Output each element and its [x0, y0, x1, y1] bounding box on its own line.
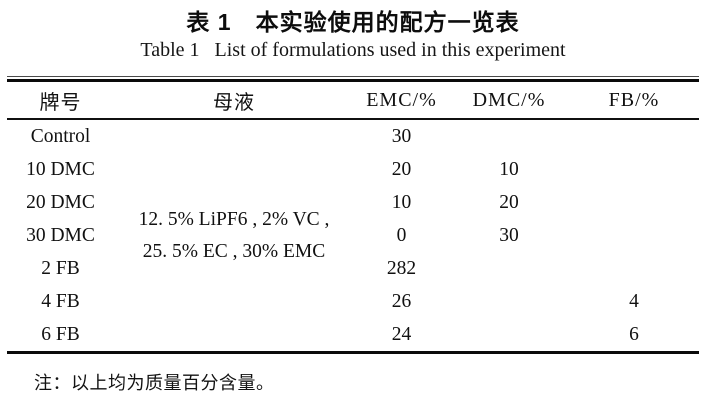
row-10dmc-emc: 20	[391, 159, 412, 180]
header-brand: 牌号	[39, 91, 82, 114]
row-control-dmc	[449, 120, 569, 153]
row-6fb-dmc	[449, 318, 569, 351]
row-6fb-emc: 24	[391, 324, 412, 345]
row-2fb-fb	[569, 252, 699, 285]
row-6fb-fb: 6	[629, 324, 639, 345]
mother-liquor-line2: 25. 5% EC , 30% EMC	[142, 240, 326, 262]
row-control-emc: 30	[391, 126, 412, 147]
row-30dmc-dmc: 30	[499, 225, 519, 246]
header-emc: EMC/%	[366, 88, 437, 111]
table-header-row: 牌号 母液 EMC/% DMC/% FB/%	[7, 82, 699, 120]
row-2fb-emc: 282	[386, 258, 417, 279]
row-4fb-dmc	[449, 285, 569, 318]
row-2fb-brand: 2 FB	[41, 258, 80, 279]
table-title-en: Table 1 List of formulations used in thi…	[140, 39, 566, 61]
mother-liquor-cell: 12. 5% LiPF6 , 2% VC , 25. 5% EC , 30% E…	[114, 120, 354, 351]
row-20dmc-emc: 10	[391, 192, 412, 213]
mother-liquor-line1: 12. 5% LiPF6 , 2% VC ,	[138, 208, 330, 230]
row-20dmc-dmc: 20	[499, 192, 519, 213]
table-footnote: 注：以上均为质量百分含量。	[34, 373, 275, 393]
row-control-brand: Control	[30, 126, 91, 147]
row-6fb-brand: 6 FB	[41, 324, 80, 345]
row-30dmc-fb	[569, 219, 699, 252]
table-title-zh: 表 1 本实验使用的配方一览表	[186, 9, 520, 35]
row-20dmc-brand: 20 DMC	[26, 192, 95, 213]
row-20dmc-fb	[569, 186, 699, 219]
row-10dmc-fb	[569, 153, 699, 186]
row-4fb-emc: 26	[391, 291, 412, 312]
row-4fb-fb: 4	[629, 291, 639, 312]
header-fb: FB/%	[608, 88, 660, 111]
row-30dmc-brand: 30 DMC	[26, 225, 95, 246]
header-dmc: DMC/%	[472, 88, 546, 111]
row-2fb-dmc	[449, 252, 569, 285]
row-10dmc-brand: 10 DMC	[26, 159, 95, 180]
row-control-fb	[569, 120, 699, 153]
header-mother-liquor: 母液	[213, 91, 255, 114]
formulations-table: 牌号 母液 EMC/% DMC/% FB/% 12. 5% LiPF6 , 2%…	[7, 76, 699, 354]
row-10dmc-dmc: 10	[499, 159, 519, 180]
row-4fb-brand: 4 FB	[41, 291, 80, 312]
row-30dmc-emc: 0	[396, 225, 407, 246]
table-body: 12. 5% LiPF6 , 2% VC , 25. 5% EC , 30% E…	[7, 120, 699, 354]
table-top-rule	[7, 76, 699, 82]
